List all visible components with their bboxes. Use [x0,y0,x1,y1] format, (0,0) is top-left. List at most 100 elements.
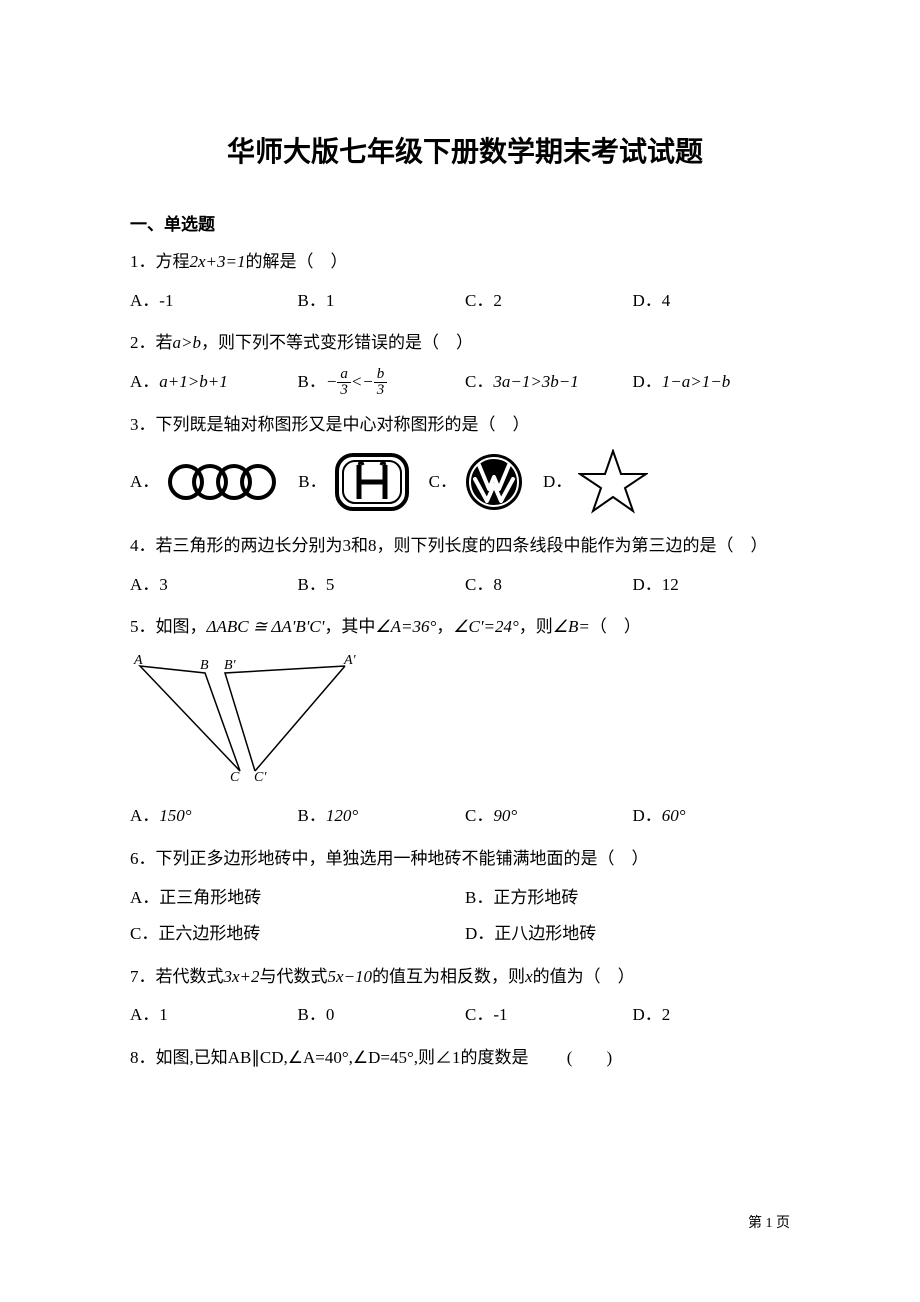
option-a: A．3 [130,570,298,601]
option-b: B．1 [298,286,466,317]
option-c: C．-1 [465,1000,633,1031]
vw-logo-icon [463,451,525,513]
honda-logo-icon [333,451,411,513]
q1-post: 的解是（ ） [246,252,348,271]
option-a: A．正三角形地砖 [130,883,465,914]
q5-paren: （ ） [590,617,641,636]
option-b: B．120° [298,801,466,832]
label-bp: B' [224,658,237,673]
q7-pre: 7．若代数式 [130,967,224,986]
logo-options: A． B． [130,449,800,515]
opt-expr: a+1>b+1 [159,367,227,398]
opt-label: A． [130,367,159,398]
opt-label: C． [429,467,457,498]
q7-mid: 与代数式 [260,967,328,986]
triangle-diagram: A B B' A' C C' [130,651,800,792]
q5-mid2: ， [436,617,453,636]
question-8: 8．如图,已知AB∥CD,∠A=40°,∠D=45°,则∠1的度数是 ( ) [130,1043,800,1074]
option-c: C．正六边形地砖 [130,919,465,950]
option-a: A． [130,461,280,503]
q7-post: 的值互为相反数，则 [372,967,525,986]
options: A．3 B．5 C．8 D．12 [130,570,800,601]
question-text: 6．下列正多边形地砖中，单独选用一种地砖不能铺满地面的是（ ） [130,844,800,875]
q5-a2: ∠C'=24° [453,617,519,636]
question-7: 7．若代数式3x+2与代数式5x−10的值互为相反数，则x的值为（ ） A．1 … [130,962,800,1031]
options: A． a+1>b+1 B． −a3<−b3 C． 3a−1>3b−1 D． 1−… [130,367,800,399]
option-b: B． −a3<−b3 [298,367,466,399]
option-d: D．60° [633,801,801,832]
option-c: C．2 [465,286,633,317]
option-d: D．2 [633,1000,801,1031]
question-4: 4．若三角形的两边长分别为3和8，则下列长度的四条线段中能作为第三边的是（ ） … [130,531,800,600]
label-a: A [133,653,143,668]
opt-label: D． [543,467,572,498]
option-b: B． [298,451,410,513]
page-title: 华师大版七年级下册数学期末考试试题 [130,130,800,170]
opt-expr: 1−a>1−b [662,367,730,398]
q5-pre: 5．如图， [130,617,207,636]
option-d: D．4 [633,286,801,317]
opt-label: C． [465,367,493,398]
option-a: A． a+1>b+1 [130,367,298,399]
q1-pre: 1．方程 [130,252,190,271]
option-c: C． 3a−1>3b−1 [465,367,633,399]
options: A．150° B．120° C．90° D．60° [130,801,800,832]
option-c: C．90° [465,801,633,832]
option-c: C． [429,451,525,513]
opt-label: B． [298,467,326,498]
q5-cong: ΔABC ≅ ΔA'B'C' [207,617,325,636]
question-5: 5．如图，ΔABC ≅ ΔA'B'C'，其中∠A=36°，∠C'=24°，则∠B… [130,612,800,832]
opt-label: D． [633,367,662,398]
question-text: 1．方程2x+3=1的解是（ ） [130,247,800,278]
section-header: 一、单选题 [130,210,800,235]
option-d: D．12 [633,570,801,601]
q7-tail: 的值为（ ） [533,967,635,986]
option-d: D． 1−a>1−b [633,367,801,399]
label-cp: C' [254,770,267,781]
page-footer: 第 1 页 [748,1212,790,1232]
q5-a1: ∠A=36° [375,617,436,636]
opt-expr: 3a−1>3b−1 [493,367,578,398]
question-2: 2．若a>b，则下列不等式变形错误的是（ ） A． a+1>b+1 B． −a3… [130,328,800,398]
q7-var: x [525,967,533,986]
opt-expr: −a3<−b3 [326,367,387,399]
q2-cond: a>b [173,333,201,352]
question-3: 3．下列既是轴对称图形又是中心对称图形的是（ ） A． B． [130,410,800,515]
option-c: C．8 [465,570,633,601]
q1-expr: 2x+3=1 [190,252,246,271]
q7-e2: 5x−10 [328,967,373,986]
q5-post: ，则 [519,617,553,636]
question-text: 4．若三角形的两边长分别为3和8，则下列长度的四条线段中能作为第三边的是（ ） [130,531,800,562]
option-d: D． [543,449,648,515]
option-a: A．150° [130,801,298,832]
option-b: B．5 [298,570,466,601]
option-a: A．1 [130,1000,298,1031]
options: A．-1 B．1 C．2 D．4 [130,286,800,317]
question-text: 7．若代数式3x+2与代数式5x−10的值互为相反数，则x的值为（ ） [130,962,800,993]
opt-label: A． [130,467,159,498]
star-icon [578,449,648,515]
options: C．正六边形地砖 D．正八边形地砖 [130,919,800,950]
option-d: D．正八边形地砖 [465,919,800,950]
option-a: A．-1 [130,286,298,317]
label-c: C [230,770,240,781]
options: A．1 B．0 C．-1 D．2 [130,1000,800,1031]
q2-pre: 2．若 [130,333,173,352]
question-text: 5．如图，ΔABC ≅ ΔA'B'C'，其中∠A=36°，∠C'=24°，则∠B… [130,612,800,643]
question-text: 2．若a>b，则下列不等式变形错误的是（ ） [130,328,800,359]
q7-e1: 3x+2 [224,967,260,986]
option-b: B．0 [298,1000,466,1031]
opt-label: B． [298,367,326,398]
question-1: 1．方程2x+3=1的解是（ ） A．-1 B．1 C．2 D．4 [130,247,800,316]
label-ap: A' [343,653,357,668]
question-text: 3．下列既是轴对称图形又是中心对称图形的是（ ） [130,410,800,441]
question-text: 8．如图,已知AB∥CD,∠A=40°,∠D=45°,则∠1的度数是 ( ) [130,1043,800,1074]
audi-logo-icon [165,461,280,503]
exam-page: 华师大版七年级下册数学期末考试试题 一、单选题 1．方程2x+3=1的解是（ ）… [0,0,920,1302]
options: A．正三角形地砖 B．正方形地砖 [130,883,800,914]
label-b: B [200,658,209,673]
q2-post: ，则下列不等式变形错误的是（ ） [201,333,473,352]
option-b: B．正方形地砖 [465,883,800,914]
q5-a3: ∠B= [553,617,590,636]
question-6: 6．下列正多边形地砖中，单独选用一种地砖不能铺满地面的是（ ） A．正三角形地砖… [130,844,800,950]
